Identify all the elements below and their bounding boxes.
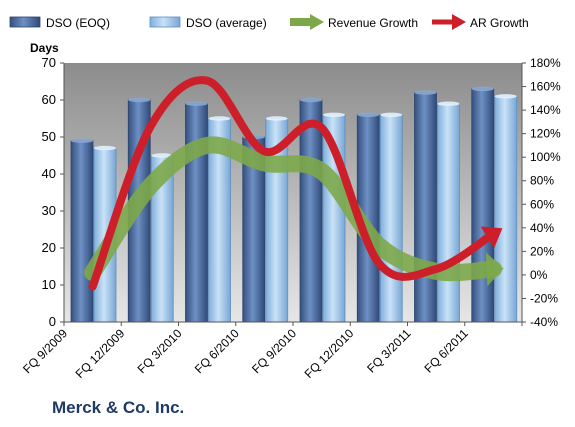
bar-top-highlight bbox=[71, 138, 93, 143]
legend-label: Revenue Growth bbox=[328, 16, 418, 30]
bar-dso-eoq bbox=[70, 140, 94, 323]
bar-top-highlight bbox=[437, 101, 460, 106]
right-tick-label: -20% bbox=[530, 291, 558, 305]
bar-top-highlight bbox=[380, 112, 403, 118]
line-ar-growth bbox=[88, 76, 498, 291]
x-tick-label: FQ 3/2011 bbox=[364, 326, 414, 376]
x-tick-label: FQ 6/2010 bbox=[192, 326, 242, 376]
right-tick-label: 100% bbox=[530, 150, 561, 164]
bar-dso-eoq bbox=[414, 92, 437, 323]
left-tick-label: 10 bbox=[42, 277, 56, 292]
bar-top-highlight bbox=[300, 97, 322, 103]
bar-top-highlight bbox=[471, 86, 494, 92]
right-tick-label: 60% bbox=[530, 197, 554, 211]
line-revenue-growth-arrowhead bbox=[485, 252, 504, 287]
bar-dso-average bbox=[379, 114, 403, 323]
bar-dso-average bbox=[437, 103, 460, 323]
bar-top-highlight bbox=[151, 153, 174, 158]
x-tick-label: FQ 12/2010 bbox=[302, 326, 357, 381]
legend-arrowhead-ar-growth bbox=[452, 14, 466, 30]
bar-top-highlight bbox=[94, 145, 116, 151]
legend-swatch-dso-eoq bbox=[9, 16, 41, 28]
x-tick-label: FQ 6/2011 bbox=[422, 326, 472, 376]
legend-label: AR Growth bbox=[470, 16, 529, 30]
x-tick-label: FQ 9/2010 bbox=[249, 326, 299, 376]
company-caption: Merck & Co. Inc. bbox=[52, 398, 185, 417]
x-tick-label: FQ 12/2009 bbox=[73, 326, 128, 381]
right-tick-label: 80% bbox=[530, 174, 554, 188]
x-tick-label: FQ 3/2010 bbox=[135, 326, 185, 376]
x-tick-label: FQ 9/2009 bbox=[20, 326, 70, 376]
left-tick-label: 40 bbox=[42, 166, 56, 181]
y-axis-title: Days bbox=[30, 41, 59, 55]
right-tick-label: 120% bbox=[530, 127, 561, 141]
legend-arrowhead-revenue-growth bbox=[310, 14, 324, 30]
left-tick-label: 0 bbox=[49, 314, 56, 329]
bar-dso-eoq bbox=[185, 103, 208, 323]
legend-label: DSO (EOQ) bbox=[46, 16, 110, 30]
bar-top-highlight bbox=[323, 112, 345, 118]
bar-dso-eoq bbox=[471, 88, 495, 323]
left-tick-label: 70 bbox=[42, 55, 56, 70]
left-tick-label: 20 bbox=[42, 240, 56, 255]
left-tick-label: 60 bbox=[42, 92, 56, 107]
line-revenue-growth bbox=[84, 136, 502, 282]
right-tick-label: 180% bbox=[530, 56, 561, 70]
bar-dso-average bbox=[494, 95, 518, 323]
right-tick-label: 140% bbox=[530, 103, 561, 117]
bar-dso-eoq bbox=[299, 99, 323, 323]
left-tick-label: 30 bbox=[42, 203, 56, 218]
bar-top-highlight bbox=[357, 112, 380, 118]
legend-swatch-dso-average bbox=[149, 16, 181, 28]
bar-top-highlight bbox=[265, 116, 288, 121]
bar-top-highlight bbox=[128, 97, 151, 103]
bar-top-highlight bbox=[414, 90, 437, 95]
right-tick-label: 160% bbox=[530, 80, 561, 94]
right-tick-label: 20% bbox=[530, 244, 554, 258]
bar-top-highlight bbox=[185, 101, 208, 106]
right-tick-label: 40% bbox=[530, 221, 554, 235]
left-tick-label: 50 bbox=[42, 129, 56, 144]
line-ar-growth-arrowhead bbox=[480, 226, 503, 249]
right-tick-label: -40% bbox=[530, 315, 558, 329]
bar-top-highlight bbox=[494, 94, 517, 99]
legend-label: DSO (average) bbox=[186, 16, 267, 30]
right-tick-label: 0% bbox=[530, 268, 548, 282]
bar-top-highlight bbox=[208, 116, 231, 121]
